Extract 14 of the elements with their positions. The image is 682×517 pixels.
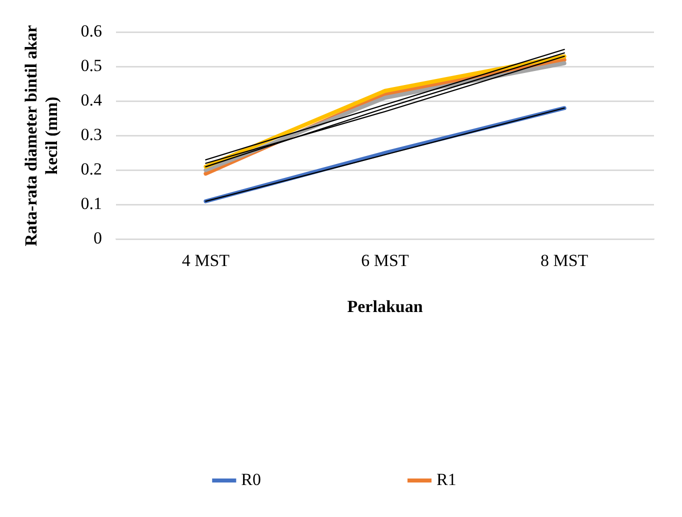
x-tick-label: 6 MST [361, 250, 410, 270]
x-axis-title: Perlakuan [347, 297, 424, 316]
y-tick-label: 0.1 [80, 194, 102, 214]
x-tick-label: 4 MST [182, 250, 230, 270]
x-tick-label: 8 MST [540, 250, 589, 270]
legend-label: R0 [241, 470, 262, 489]
y-axis-title: Rata-rata diameter bintil akar kecil (mm) [22, 24, 61, 246]
y-tick-label: 0.4 [80, 90, 103, 110]
y-tick-label: 0 [94, 228, 102, 248]
y-tick-label: 0.6 [80, 22, 102, 41]
y-tick-label: 0.3 [80, 125, 102, 144]
legend-label: R1 [436, 470, 456, 489]
y-tick-label: 0.5 [80, 56, 102, 76]
y-tick-label: 0.2 [80, 160, 102, 179]
